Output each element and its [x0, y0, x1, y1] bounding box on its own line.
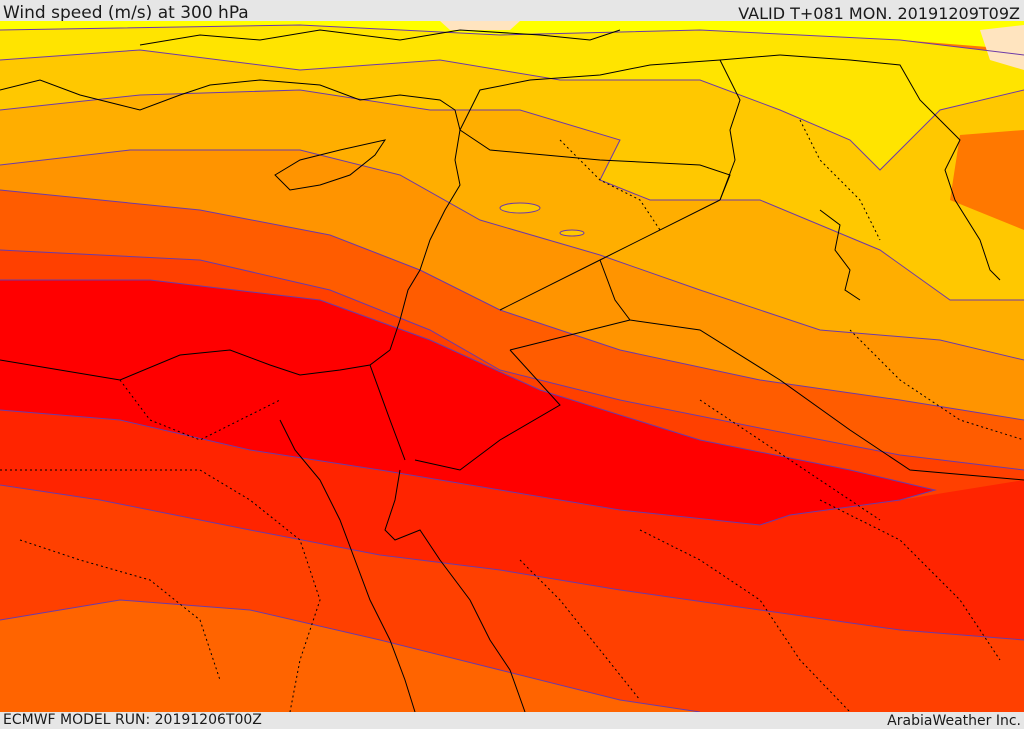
credit-label: ArabiaWeather Inc.	[887, 713, 1021, 729]
title-bar: Wind speed (m/s) at 300 hPa VALID T+081 …	[0, 0, 1024, 23]
country-borders	[369, 54, 1024, 481]
band-red-lower	[0, 410, 1024, 640]
contour-blob-1	[499, 202, 541, 214]
band-south-outer	[0, 600, 700, 712]
wind-speed-map	[0, 21, 1024, 712]
band-red	[0, 280, 935, 525]
valid-time-label: VALID T+081 MON. 20191209T09Z	[738, 4, 1020, 23]
band-yellow-orange	[0, 50, 1024, 300]
band-yellow	[0, 25, 1024, 170]
light-patch-northeast	[980, 25, 1024, 70]
band-orange	[0, 150, 1024, 420]
band-dark-orange	[0, 190, 1024, 470]
footer-bar: ECMWF MODEL RUN: 20191206T00Z ArabiaWeat…	[0, 712, 1024, 729]
light-patch-north	[440, 21, 520, 30]
band-yellow-light	[0, 21, 1024, 50]
province-boundaries	[0, 119, 1024, 712]
model-run-label: ECMWF MODEL RUN: 20191206T00Z	[3, 712, 262, 728]
map-title: Wind speed (m/s) at 300 hPa	[3, 3, 249, 23]
coastlines	[0, 29, 1001, 712]
band-light-orange	[0, 90, 1024, 360]
contour-blob-2	[559, 229, 585, 237]
